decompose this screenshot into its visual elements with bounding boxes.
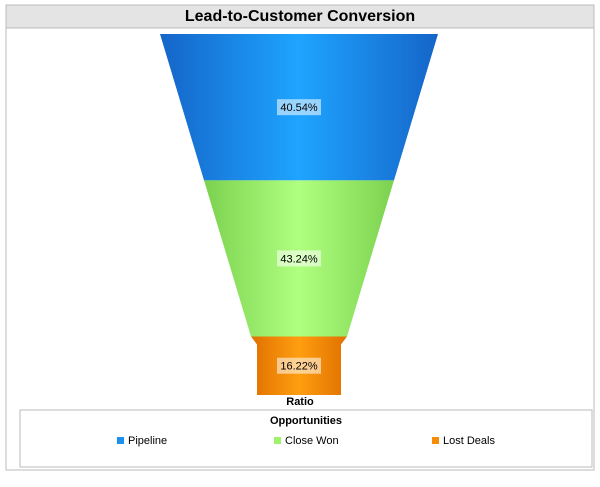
value-label: 43.24% xyxy=(280,253,318,265)
legend-swatch xyxy=(117,437,124,444)
legend-swatch xyxy=(432,437,439,444)
legend-label: Pipeline xyxy=(128,435,167,447)
title-bar xyxy=(5,4,595,29)
legend-swatch xyxy=(274,437,281,444)
legend-box xyxy=(19,409,593,468)
value-label-bg xyxy=(277,99,321,116)
value-label: 40.54% xyxy=(280,102,318,114)
legend-label: Lost Deals xyxy=(443,435,495,447)
value-label-bg xyxy=(277,357,321,374)
chart-title: Lead-to-Customer Conversion xyxy=(185,8,415,25)
x-axis-label: Ratio xyxy=(286,396,314,408)
value-label-bg xyxy=(277,250,321,267)
value-label: 16.22% xyxy=(280,361,318,373)
legend-label: Close Won xyxy=(285,435,339,447)
legend-title: Opportunities xyxy=(270,415,342,427)
